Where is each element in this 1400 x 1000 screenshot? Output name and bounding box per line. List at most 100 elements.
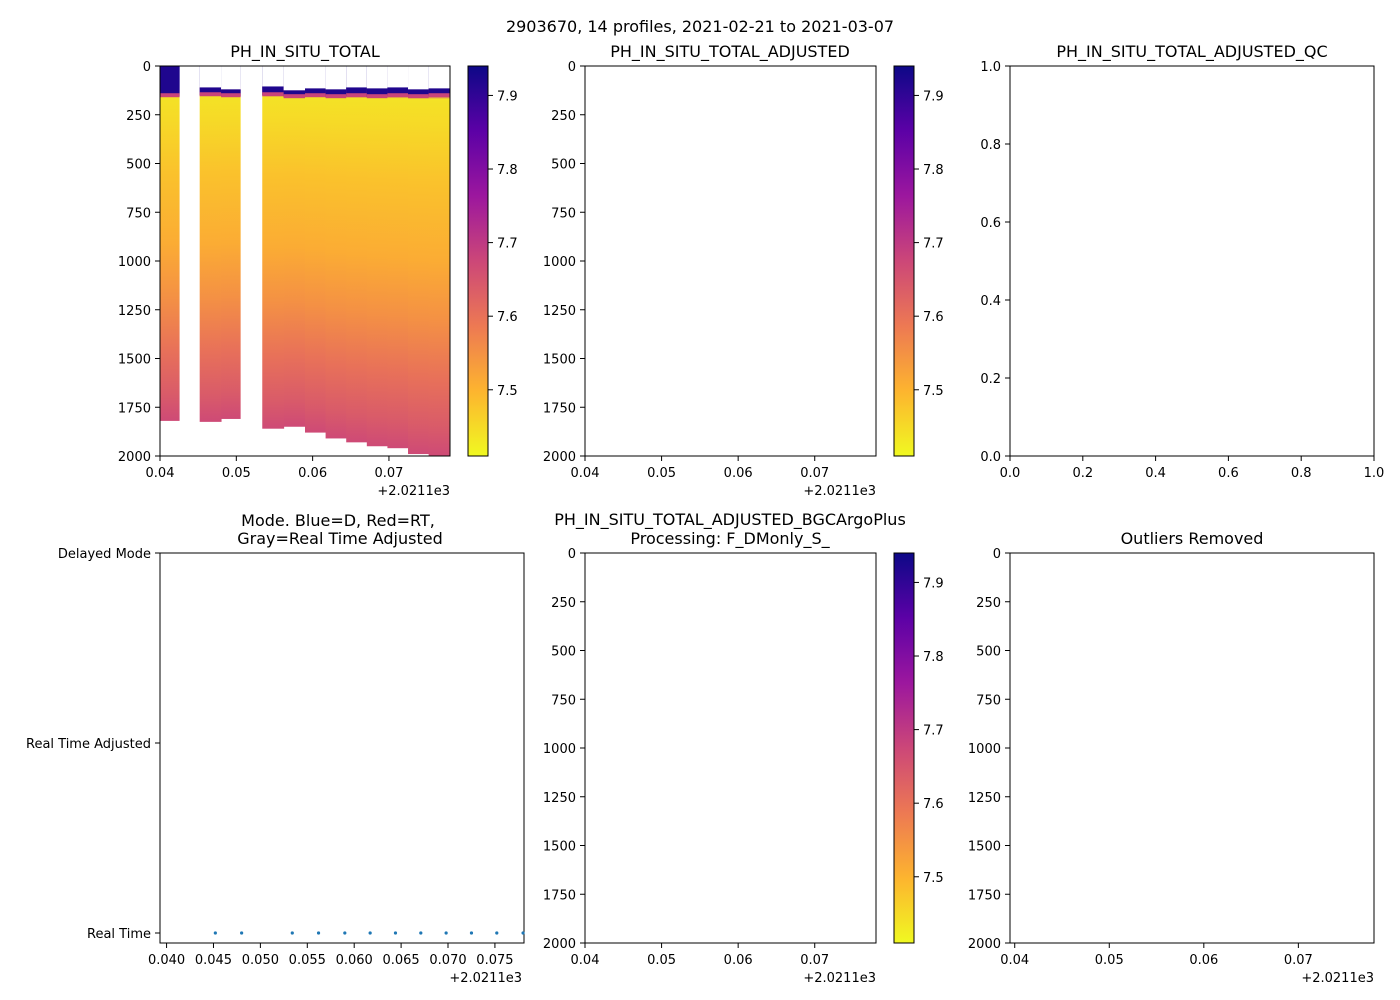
profile-thermocline xyxy=(428,93,451,98)
y-tick-label: 250 xyxy=(551,596,576,611)
x-tick-label: 0.0 xyxy=(1000,466,1021,481)
colorbar-tick-label: 7.5 xyxy=(923,871,944,886)
y-tick-label: 1250 xyxy=(118,304,151,319)
y-tick-label: 0.2 xyxy=(980,372,1001,387)
panel-title-line-1: PH_IN_SITU_TOTAL_ADJUSTED_BGCArgoPlus xyxy=(554,510,906,530)
panel-title-line-1: Mode. Blue=D, Red=RT, xyxy=(241,511,435,530)
profile-surface-layer xyxy=(366,88,388,98)
x-tick-label: 0.07 xyxy=(374,466,403,481)
profile-thermocline xyxy=(160,93,180,98)
y-tick-label: Real Time xyxy=(87,927,151,942)
panel-mode: Mode. Blue=D, Red=RT, Gray=Real Time Adj… xyxy=(26,511,525,986)
x-tick-label: 0.050 xyxy=(242,953,279,968)
colorbar-tick-label: 7.7 xyxy=(923,724,944,739)
colorbar: 7.9 7.8 7.7 7.6 7.5 xyxy=(893,65,944,457)
colorbar-tick-label: 7.8 xyxy=(923,163,944,178)
profile-column xyxy=(262,66,285,429)
panel-title-line-2: Gray=Real Time Adjusted xyxy=(237,529,443,548)
colorbar-gradient xyxy=(467,65,489,457)
profile-surface-layer xyxy=(221,89,241,97)
y-tick-label: 1500 xyxy=(968,840,1001,855)
x-offset-label: +2.0211e3 xyxy=(1301,971,1374,986)
profile-column xyxy=(283,66,306,427)
colorbar-tick-label: 7.8 xyxy=(923,650,944,665)
mode-point xyxy=(419,931,423,935)
profile-thermocline xyxy=(283,94,306,99)
x-tick-label: 0.06 xyxy=(724,953,753,968)
y-tick-label: 250 xyxy=(976,596,1001,611)
x-tick-label: 0.055 xyxy=(289,953,326,968)
y-tick-label: Delayed Mode xyxy=(58,547,151,562)
y-tick-label: 2000 xyxy=(543,450,576,465)
y-tick-label: 1000 xyxy=(543,255,576,270)
y-tick-label: 1750 xyxy=(543,401,576,416)
x-tick-label: 0.065 xyxy=(382,953,419,968)
profile-surface-layer xyxy=(325,89,347,98)
profile-thermocline xyxy=(199,92,222,97)
colorbar-tick-label: 7.8 xyxy=(497,163,518,178)
y-tick-label: 1500 xyxy=(543,353,576,368)
panel-ph-bgcargoplus: PH_IN_SITU_TOTAL_ADJUSTED_BGCArgoPlus Pr… xyxy=(543,510,944,986)
mode-point xyxy=(393,931,398,935)
panel-title: PH_IN_SITU_TOTAL xyxy=(230,42,380,62)
colorbar-tick-label: 7.7 xyxy=(923,237,944,252)
profile-surface-layer xyxy=(262,86,285,96)
y-tick-label: 1000 xyxy=(543,742,576,757)
x-tick-label: 0.04 xyxy=(1000,953,1029,968)
profile-surface-layer xyxy=(408,89,430,98)
profile-gap xyxy=(262,66,285,87)
mode-scatter xyxy=(213,931,525,935)
profile-gap xyxy=(199,66,222,88)
profile-column xyxy=(408,66,430,455)
y-tick-label: 750 xyxy=(126,206,151,221)
y-tick-label: 2000 xyxy=(543,937,576,952)
x-tick-label: 0.07 xyxy=(800,953,829,968)
profile-surface-layer xyxy=(160,66,180,97)
y-tick-label: Real Time Adjusted xyxy=(26,737,151,752)
profile-gap xyxy=(325,66,347,90)
x-tick-label: 0.04 xyxy=(146,466,175,481)
y-tick-label: 0 xyxy=(993,547,1001,562)
x-tick-label: 0.06 xyxy=(724,466,753,481)
mode-point xyxy=(521,931,525,935)
mode-point xyxy=(240,931,244,935)
y-tick-label: 1000 xyxy=(968,742,1001,757)
y-tick-label: 500 xyxy=(126,158,151,173)
y-tick-label: 500 xyxy=(976,645,1001,660)
profile-column xyxy=(199,66,222,422)
y-tick-label: 500 xyxy=(551,158,576,173)
profile-thermocline xyxy=(305,93,327,98)
mode-point xyxy=(343,931,347,935)
x-tick-label: 0.8 xyxy=(1291,466,1312,481)
plot-frame xyxy=(1009,552,1375,944)
profile-column xyxy=(366,66,388,447)
colorbar-tick-label: 7.5 xyxy=(497,384,518,399)
x-tick-label: 0.06 xyxy=(1189,953,1218,968)
colorbar-tick-label: 7.9 xyxy=(923,576,944,591)
x-tick-label: 0.04 xyxy=(571,466,600,481)
x-tick-label: 1.0 xyxy=(1364,466,1385,481)
profile-surface-layer xyxy=(305,88,327,97)
colorbar: 7.9 7.8 7.7 7.6 7.5 xyxy=(467,65,518,457)
colorbar-tick-label: 7.6 xyxy=(923,310,944,325)
y-tick-label: 0.6 xyxy=(980,216,1001,231)
x-tick-label: 0.05 xyxy=(647,466,676,481)
y-tick-label: 500 xyxy=(551,645,576,660)
panel-title-line-2: Processing: F_DMonly_S_ xyxy=(630,529,830,549)
x-tick-label: 0.075 xyxy=(476,953,513,968)
plot-frame xyxy=(584,552,877,944)
y-tick-label: 0.8 xyxy=(980,138,1001,153)
y-tick-label: 250 xyxy=(126,109,151,124)
profile-surface-layer xyxy=(199,87,222,96)
profile-surface-layer xyxy=(346,87,368,97)
mode-point xyxy=(444,931,448,935)
suptitle: 2903670, 14 profiles, 2021-02-21 to 2021… xyxy=(506,17,894,36)
x-tick-label: 0.6 xyxy=(1218,466,1239,481)
y-tick-label: 0.4 xyxy=(980,294,1001,309)
y-tick-label: 750 xyxy=(551,206,576,221)
plot-frame xyxy=(584,65,877,457)
profile-gap xyxy=(346,66,368,88)
colorbar-gradient xyxy=(893,65,915,457)
mode-point xyxy=(213,931,217,935)
